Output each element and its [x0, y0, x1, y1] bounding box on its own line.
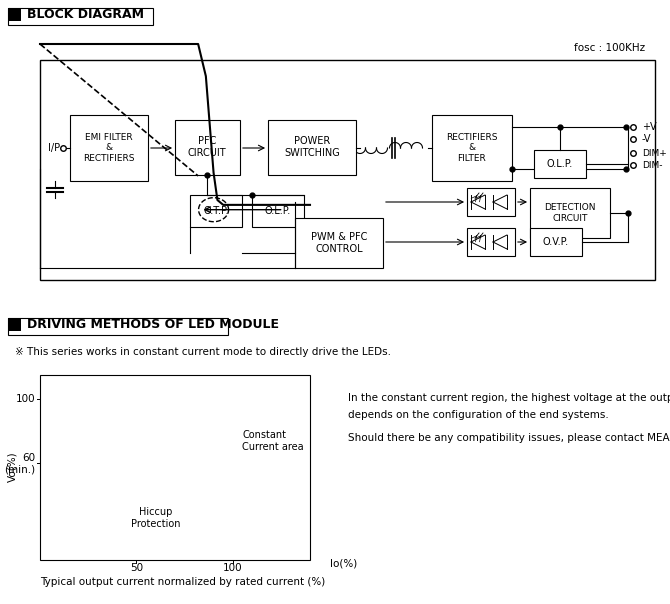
Text: Io(%): Io(%): [330, 558, 357, 568]
Bar: [8, 318, 228, 335]
Text: BLOCK DIAGRAM: BLOCK DIAGRAM: [27, 8, 144, 22]
Text: fosc : 100KHz: fosc : 100KHz: [574, 43, 645, 53]
Bar: [70, 115, 148, 181]
Text: DETECTION
CIRCUIT: DETECTION CIRCUIT: [544, 204, 596, 223]
Bar: [190, 195, 242, 227]
Bar: [295, 218, 383, 268]
Text: DIM+: DIM+: [642, 149, 667, 158]
Text: RECTIFIERS
&
FILTER: RECTIFIERS & FILTER: [446, 133, 498, 163]
Text: DIM-: DIM-: [642, 161, 663, 170]
Text: ※ This series works in constant current mode to directly drive the LEDs.: ※ This series works in constant current …: [15, 347, 391, 357]
Bar: [40, 60, 655, 280]
Bar: [530, 188, 610, 238]
Text: O.L.P.: O.L.P.: [265, 206, 291, 216]
Bar: [252, 195, 304, 227]
Bar: [8, 318, 21, 331]
Bar: [467, 228, 515, 256]
Text: DRIVING METHODS OF LED MODULE: DRIVING METHODS OF LED MODULE: [27, 318, 279, 332]
Text: PFC
CIRCUIT: PFC CIRCUIT: [188, 136, 226, 158]
Bar: [530, 228, 582, 256]
Text: I/P: I/P: [48, 143, 60, 153]
Text: Typical output current normalized by rated current (%): Typical output current normalized by rat…: [40, 577, 325, 587]
Text: Hiccup
Protection: Hiccup Protection: [131, 507, 180, 528]
Bar: [467, 188, 515, 216]
Text: POWER
SWITCHING: POWER SWITCHING: [284, 136, 340, 158]
Text: Vo(%): Vo(%): [7, 452, 17, 483]
Text: Should there be any compatibility issues, please contact MEAN WELL.: Should there be any compatibility issues…: [348, 433, 670, 443]
Text: In the constant current region, the highest voltage at the output of the driver: In the constant current region, the high…: [348, 393, 670, 403]
Text: O.L.P.: O.L.P.: [547, 159, 573, 169]
Text: 50: 50: [130, 563, 143, 573]
Text: 100: 100: [15, 394, 35, 404]
Bar: [432, 115, 512, 181]
Text: O.T.P.: O.T.P.: [203, 206, 228, 216]
Bar: [40, 375, 310, 560]
Text: Constant
Current area: Constant Current area: [243, 430, 304, 452]
Text: depends on the configuration of the end systems.: depends on the configuration of the end …: [348, 410, 609, 420]
Bar: [534, 150, 586, 178]
Bar: [8, 8, 21, 21]
Text: O.V.P.: O.V.P.: [543, 237, 569, 247]
Text: -V: -V: [642, 134, 651, 144]
Bar: [8, 8, 153, 25]
Text: +V: +V: [642, 122, 657, 132]
Text: 60
(min.): 60 (min.): [4, 452, 35, 474]
Text: PWM & PFC
CONTROL: PWM & PFC CONTROL: [311, 232, 367, 254]
Text: 100: 100: [223, 563, 243, 573]
Bar: [268, 120, 356, 175]
Text: EMI FILTER
&
RECTIFIERS: EMI FILTER & RECTIFIERS: [83, 133, 135, 163]
Bar: [175, 120, 240, 175]
